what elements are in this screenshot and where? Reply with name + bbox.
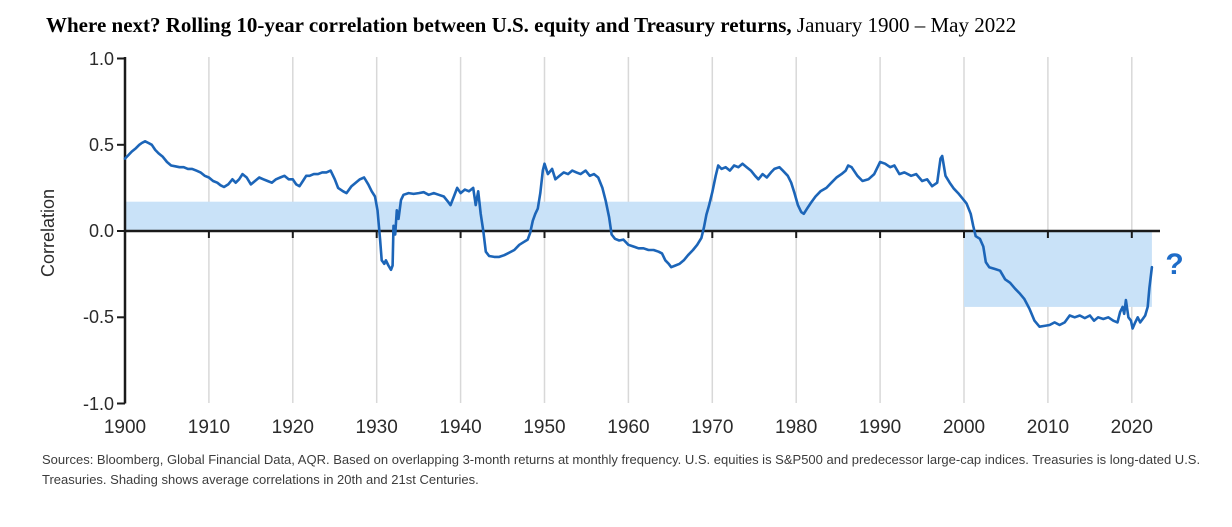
- x-tick-label: 1960: [607, 417, 650, 438]
- source-note: Sources: Bloomberg, Global Financial Dat…: [42, 452, 1201, 487]
- x-tick-label: 2010: [1026, 417, 1070, 438]
- x-tick-label: 2020: [1110, 417, 1153, 438]
- y-tick-label: 0.5: [88, 134, 114, 155]
- y-axis-title-text: Correlation: [38, 188, 58, 277]
- x-tick-label: 1930: [355, 417, 398, 438]
- question-mark-annotation: ?: [1165, 248, 1184, 281]
- x-tick-label: 1940: [439, 417, 482, 438]
- x-tick-label: 1970: [691, 417, 734, 438]
- x-tick-label: 2000: [942, 417, 986, 438]
- y-tick-label: 0.0: [88, 221, 114, 241]
- x-tick-label: 1900: [103, 417, 147, 438]
- x-tick-label: 1980: [775, 417, 818, 438]
- y-tick-label: 1.0: [88, 48, 114, 69]
- chart-title-period: January 1900 – May 2022: [791, 13, 1017, 37]
- x-tick-label: 1920: [271, 417, 314, 438]
- x-tick-label: 1950: [523, 417, 566, 438]
- x-tick-label: 1990: [858, 417, 902, 438]
- y-tick-label: -1.0: [82, 393, 114, 414]
- correlation-line: [123, 140, 1154, 330]
- x-tick-label: 1910: [187, 417, 231, 438]
- 20th-century-average-band: [125, 201, 964, 231]
- chart-title: Where next? Rolling 10-year correlation …: [46, 13, 1016, 38]
- y-tick-label: -0.5: [82, 307, 114, 328]
- y-axis-title: Correlation: [34, 175, 58, 290]
- chart-title-main: Where next? Rolling 10-year correlation …: [46, 13, 792, 37]
